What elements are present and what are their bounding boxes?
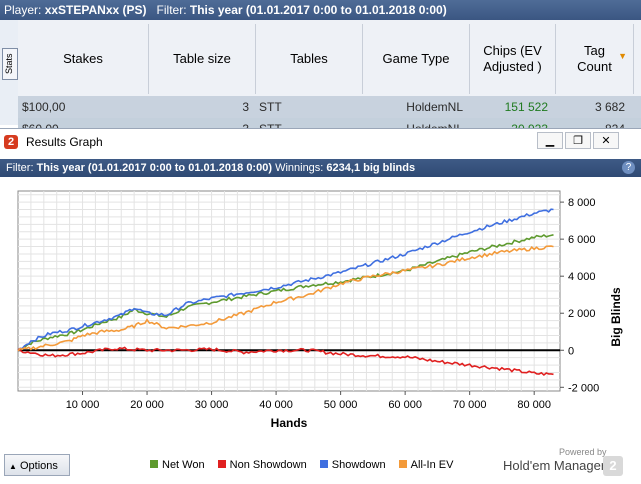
y-tick-label: 6 000 (568, 234, 596, 246)
legend-swatch (150, 460, 158, 468)
x-tick-label: 10 000 (66, 399, 100, 411)
options-label: Options (19, 460, 58, 472)
cell-tables: STT (259, 100, 282, 114)
legend-swatch (319, 460, 328, 468)
graph-filter-value: This year (01.01.2017 0:00 to 01.01.2018… (36, 162, 272, 174)
y-tick-label: -2 000 (568, 382, 599, 394)
brand-name: Hold'em Manager (503, 458, 606, 473)
col-header-stakes[interactable]: Stakes (18, 24, 149, 94)
options-toggle-icon: ▲ (9, 462, 17, 471)
legend-item-all-in-ev[interactable]: All-In EV (398, 459, 454, 471)
brand-logo-icon: 2 (603, 456, 623, 476)
player-filter-bar: Player: xxSTEPANxx (PS) Filter: This yea… (0, 0, 641, 20)
x-tick-label: 50 000 (324, 399, 358, 411)
series-line-showdown (17, 208, 554, 352)
window-titlebar[interactable]: 2 Results Graph ▁ ❐ ✕ (0, 129, 641, 155)
y-tick-label: 8 000 (568, 197, 596, 209)
legend-item-showdown[interactable]: Showdown (319, 459, 386, 471)
table-header-row: Stakes Table size Tables Game Type Chips… (18, 24, 641, 94)
legend-label: Non Showdown (229, 459, 307, 471)
col-header-game-type[interactable]: Game Type (363, 24, 470, 94)
app-logo-icon: 2 (4, 135, 18, 149)
table-row[interactable]: $100,00 3 STT HoldemNL 151 522 3 682 (18, 96, 641, 118)
col-header-table-size[interactable]: Table size (149, 24, 256, 94)
y-tick-label: 2 000 (568, 308, 596, 320)
cell-table-size: 3 (242, 100, 249, 114)
powered-by-text: Powered by (559, 447, 607, 457)
legend-swatch (398, 460, 407, 468)
y-tick-label: 0 (568, 345, 574, 357)
results-chart: 10 000 20 000 30 000 40 000 50 000 60 000 70 0… (17, 190, 623, 430)
x-axis-title: Hands (271, 416, 308, 430)
cell-stakes: $100,00 (22, 100, 66, 114)
stats-tab[interactable]: Stats (2, 48, 18, 80)
col-header-tag-count[interactable]: Tag Count ▼ (556, 24, 634, 94)
legend-label: Showdown (331, 459, 386, 471)
x-tick-label: 20 000 (130, 399, 164, 411)
player-label: Player: (4, 3, 42, 17)
winnings-value: 6234,1 big blinds (326, 162, 416, 174)
cell-chips: 151 522 (504, 100, 548, 114)
help-icon[interactable]: ? (622, 161, 635, 174)
winnings-label: Winnings: (275, 162, 324, 174)
x-tick-label: 60 000 (388, 399, 422, 411)
filter-label: Filter: (156, 3, 187, 17)
filter-value: This year (01.01.2017 0:00 to 01.01.2018… (189, 3, 447, 17)
x-tick-label: 40 000 (259, 399, 293, 411)
series-line-non-showdown (17, 346, 554, 377)
x-tick-label: 70 000 (453, 399, 487, 411)
graph-filter-label: Filter: (6, 162, 34, 174)
legend-swatch (217, 460, 226, 468)
close-button[interactable]: ✕ (593, 132, 619, 149)
player-name: xxSTEPANxx (PS) (44, 3, 147, 17)
legend-item-net-won[interactable]: Net Won (150, 459, 205, 471)
col-header-tables[interactable]: Tables (256, 24, 363, 94)
cell-tag-count: 3 682 (594, 100, 625, 114)
x-tick-label: 80 000 (517, 399, 551, 411)
brand-block: Powered by Hold'em Manager 2 (503, 447, 633, 477)
tag-count-label: Tag Count (577, 43, 612, 74)
cell-game-type: HoldemNL (406, 100, 463, 114)
stats-table: Stakes Table size Tables Game Type Chips… (18, 20, 641, 140)
series-line-net-won (17, 234, 554, 351)
y-tick-label: 4 000 (568, 271, 596, 283)
x-tick-label: 30 000 (195, 399, 229, 411)
stats-side-panel: Stats (0, 20, 19, 125)
y-axis-title: Big Blinds (609, 287, 623, 347)
chart-legend: Net Won Non Showdown Showdown All-In EV (150, 459, 463, 471)
legend-label: Net Won (162, 459, 205, 471)
legend-label: All-In EV (410, 459, 454, 471)
minimize-button[interactable]: ▁ (537, 132, 563, 149)
options-button[interactable]: ▲ Options (4, 454, 70, 476)
sort-desc-icon: ▼ (618, 51, 627, 61)
restore-button[interactable]: ❐ (565, 132, 591, 149)
col-header-chips[interactable]: Chips (EV Adjusted ) (470, 24, 556, 94)
legend-item-non-showdown[interactable]: Non Showdown (217, 459, 307, 471)
graph-filter-bar: Filter: This year (01.01.2017 0:00 to 01… (0, 159, 641, 177)
series-line-all-in-ev (17, 245, 554, 352)
results-graph-window: 2 Results Graph ▁ ❐ ✕ Filter: This year … (0, 128, 641, 484)
window-title: Results Graph (26, 135, 103, 149)
